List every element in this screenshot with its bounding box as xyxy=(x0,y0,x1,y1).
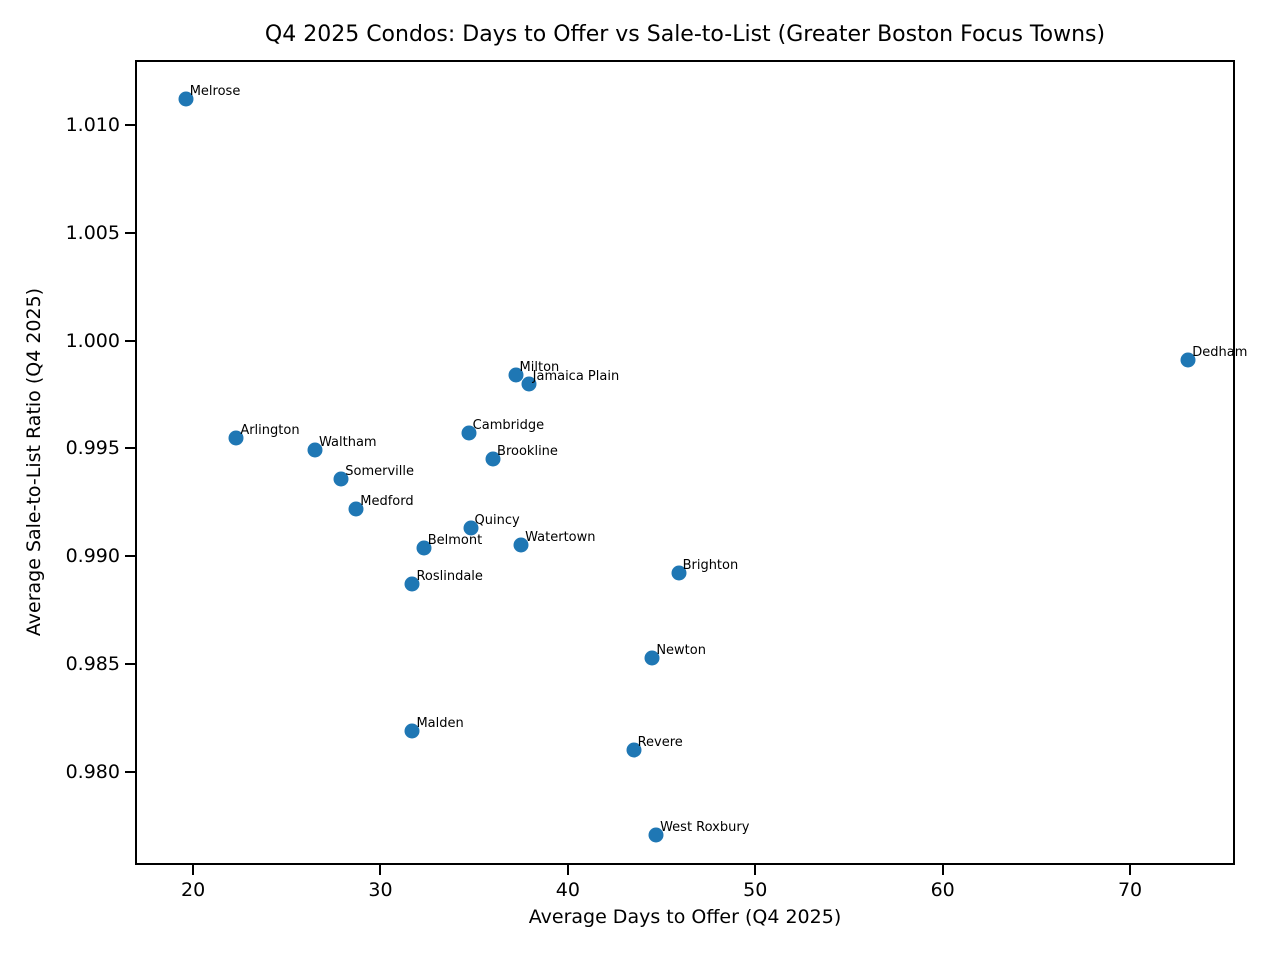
y-tick-label: 0.990 xyxy=(65,545,120,568)
data-point xyxy=(461,425,477,441)
data-point-label: Belmont xyxy=(427,532,483,548)
y-tick-label: 0.995 xyxy=(65,437,120,460)
data-point-label: Brookline xyxy=(497,444,558,460)
data-point-label: Roslindale xyxy=(416,569,483,585)
y-tick-label: 0.985 xyxy=(65,653,120,676)
x-tick-mark xyxy=(941,865,944,875)
data-point-label: Dedham xyxy=(1192,344,1248,360)
y-tick-label: 1.000 xyxy=(65,329,120,352)
data-point xyxy=(626,742,642,758)
y-tick-mark xyxy=(125,447,135,450)
x-tick-mark xyxy=(1129,865,1132,875)
y-axis-label: Average Sale-to-List Ratio (Q4 2025) xyxy=(23,287,45,637)
data-point-label: Medford xyxy=(360,493,414,509)
y-tick-label: 0.980 xyxy=(65,761,120,784)
chart-title: Q4 2025 Condos: Days to Offer vs Sale-to… xyxy=(264,22,1106,47)
data-point xyxy=(416,540,432,556)
data-point-label: Brighton xyxy=(682,558,739,574)
data-point-label: Newton xyxy=(656,642,706,658)
data-point-label: Somerville xyxy=(345,463,414,479)
data-point xyxy=(307,442,323,458)
data-point xyxy=(508,367,524,383)
x-axis-label: Average Days to Offer (Q4 2025) xyxy=(528,906,842,928)
x-tick-mark xyxy=(566,865,569,875)
y-tick-mark xyxy=(125,771,135,774)
data-point xyxy=(644,650,660,666)
x-tick-mark xyxy=(192,865,195,875)
data-point xyxy=(513,537,529,553)
data-point-label: Quincy xyxy=(474,513,520,529)
data-point-label: West Roxbury xyxy=(660,819,750,835)
data-point-label: Jamaica Plain xyxy=(532,368,620,384)
data-point-label: Revere xyxy=(637,735,683,751)
data-point xyxy=(463,520,479,536)
data-point xyxy=(178,91,194,107)
y-tick-mark xyxy=(125,123,135,126)
data-point xyxy=(404,576,420,592)
y-tick-mark xyxy=(125,663,135,666)
x-tick-label: 20 xyxy=(180,879,206,901)
data-point-label: Watertown xyxy=(525,530,596,546)
data-point xyxy=(228,430,244,446)
data-point-label: Waltham xyxy=(319,435,377,451)
x-tick-label: 70 xyxy=(1117,879,1143,901)
data-point xyxy=(485,451,501,467)
y-tick-label: 1.010 xyxy=(65,113,120,136)
data-point xyxy=(648,827,664,843)
y-tick-label: 1.005 xyxy=(65,221,120,244)
x-tick-label: 50 xyxy=(743,879,768,901)
y-tick-mark xyxy=(125,555,135,558)
x-tick-label: 40 xyxy=(555,879,580,901)
x-tick-mark xyxy=(754,865,757,875)
y-tick-mark xyxy=(125,231,135,234)
data-point-label: Malden xyxy=(416,716,464,732)
data-point xyxy=(404,723,420,739)
data-point-label: Melrose xyxy=(189,83,241,99)
y-tick-mark xyxy=(125,339,135,342)
data-point-label: Cambridge xyxy=(472,418,545,434)
data-point xyxy=(521,376,537,392)
x-tick-label: 60 xyxy=(930,879,955,901)
data-point xyxy=(671,565,687,581)
data-point xyxy=(1180,352,1196,368)
plot-area xyxy=(135,60,1235,865)
data-point-label: Milton xyxy=(519,359,560,375)
data-point xyxy=(348,501,364,517)
x-tick-label: 30 xyxy=(368,879,393,901)
data-point-label: Arlington xyxy=(240,422,300,438)
data-point xyxy=(333,471,349,487)
x-tick-mark xyxy=(379,865,382,875)
